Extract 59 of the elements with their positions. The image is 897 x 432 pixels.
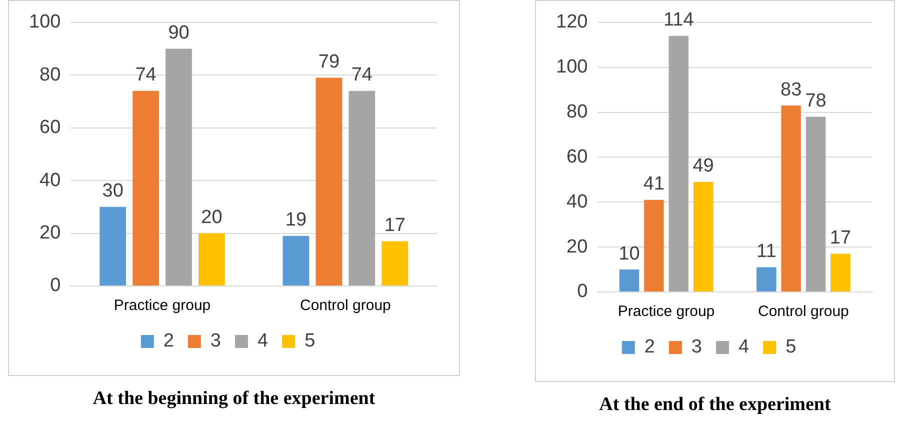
y-tick-label: 120 [556, 12, 588, 33]
y-tick-label: 60 [40, 117, 61, 138]
bar [693, 182, 714, 292]
y-tick-label: 60 [566, 146, 588, 168]
data-label: 19 [285, 210, 307, 231]
x-tick-label: Control group [758, 303, 849, 320]
legend-label: 5 [786, 336, 796, 358]
y-tick-label: 100 [556, 56, 588, 78]
bar [668, 36, 688, 292]
data-label: 41 [643, 174, 664, 195]
data-label: 74 [135, 64, 157, 86]
bar [198, 233, 225, 286]
legend-label: 2 [163, 330, 174, 352]
data-label: 10 [618, 243, 640, 264]
text: At the end of the experiment [598, 394, 832, 416]
y-tick-label: 40 [566, 191, 588, 212]
y-tick-label: 80 [566, 102, 588, 122]
data-label: 30 [102, 180, 124, 202]
data-label: 17 [384, 214, 406, 236]
bar [830, 254, 850, 292]
y-tick-label: 100 [29, 12, 61, 33]
data-label: 20 [201, 207, 222, 228]
bar [348, 90, 376, 286]
y-tick-label: 0 [50, 275, 61, 296]
x-tick-label: Practice group [618, 303, 715, 320]
data-label: 17 [830, 228, 852, 249]
x-tick-label: Practice group [114, 297, 211, 314]
bar [100, 206, 126, 286]
x-tick-label: Control group [300, 297, 391, 314]
bar [166, 48, 192, 286]
y-tick-label: 20 [566, 236, 588, 258]
data-label: 74 [351, 64, 373, 86]
y-tick-label: 20 [40, 222, 61, 244]
y-tick-label: 80 [40, 64, 61, 86]
bar [756, 267, 776, 292]
legend-label: 5 [304, 330, 316, 352]
legend-label: 4 [258, 330, 268, 352]
data-label: 114 [663, 10, 694, 31]
data-label: 79 [318, 51, 340, 72]
bar [644, 200, 664, 292]
legend-label: 3 [210, 330, 222, 352]
data-label: 49 [692, 156, 714, 177]
y-tick-label: 0 [577, 281, 588, 302]
bar [382, 241, 408, 286]
bar [806, 116, 826, 292]
data-label: 11 [756, 241, 776, 262]
legend-label: 2 [644, 336, 655, 358]
bar [781, 106, 801, 292]
y-tick-label: 40 [40, 170, 61, 191]
legend-label: 3 [691, 336, 702, 358]
data-label: 78 [805, 90, 826, 112]
bar [619, 270, 640, 292]
text: At the beginning of the experiment [92, 388, 376, 410]
data-label: 90 [168, 22, 190, 44]
data-label: 83 [780, 79, 802, 100]
bar [282, 236, 310, 286]
bar [316, 78, 342, 286]
bar [132, 90, 159, 286]
legend-label: 4 [738, 336, 750, 358]
